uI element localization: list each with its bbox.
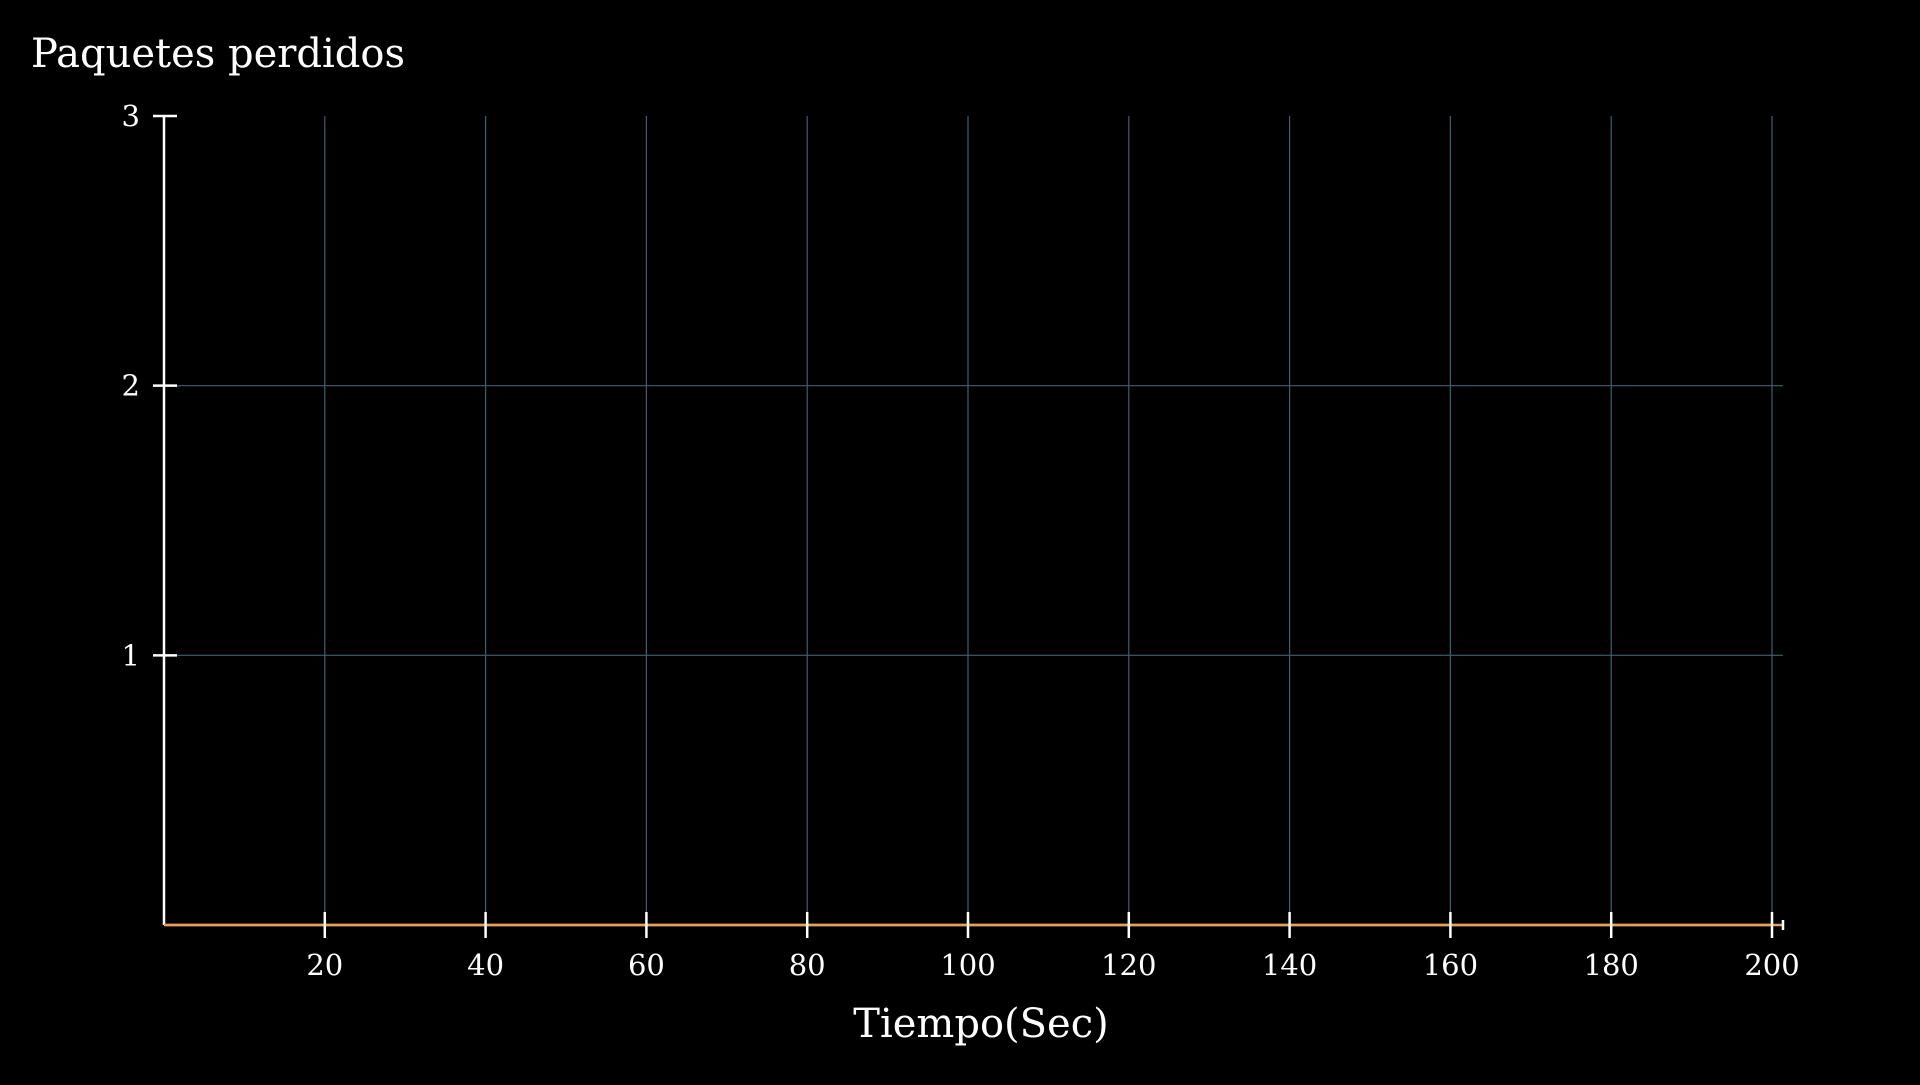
y-tick-label-3: 3	[122, 99, 140, 133]
ticks: 20 40 60 80 100 120 140 160 180 200 1 2 3	[122, 99, 1800, 982]
x-tick-label-200: 200	[1744, 948, 1799, 982]
x-tick-label-120: 120	[1101, 948, 1156, 982]
y-tick-label-2: 2	[122, 369, 140, 403]
x-tick-label-160: 160	[1423, 948, 1478, 982]
y-tick-label-1: 1	[122, 638, 140, 672]
x-tick-label-100: 100	[940, 948, 995, 982]
axes	[162, 116, 1783, 927]
x-tick-label-80: 80	[789, 948, 826, 982]
chart-title: Paquetes perdidos	[31, 31, 405, 77]
x-tick-label-20: 20	[306, 948, 343, 982]
grid	[164, 116, 1783, 925]
x-tick-label-140: 140	[1262, 948, 1317, 982]
x-tick-label-40: 40	[467, 948, 504, 982]
x-axis-label: Tiempo(Sec)	[853, 1001, 1108, 1047]
x-tick-label-180: 180	[1584, 948, 1639, 982]
x-tick-label-60: 60	[628, 948, 665, 982]
